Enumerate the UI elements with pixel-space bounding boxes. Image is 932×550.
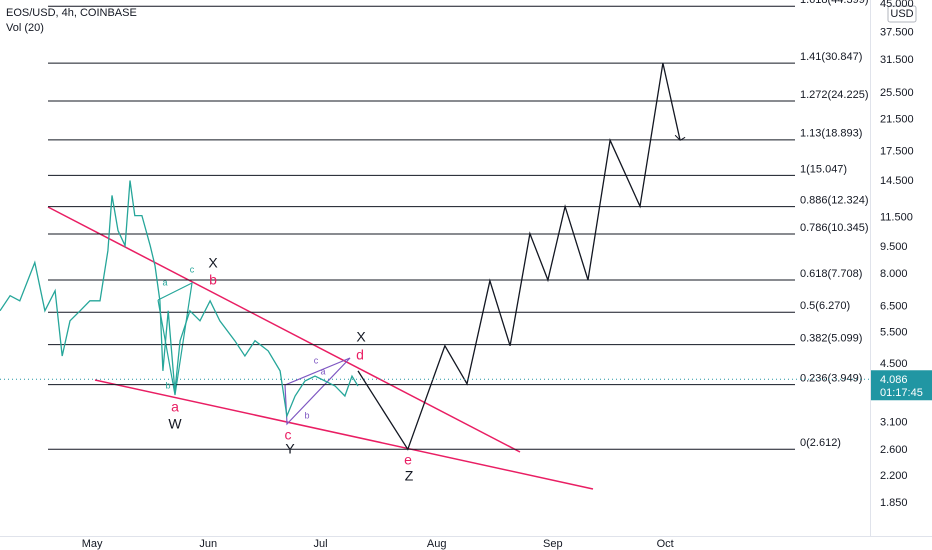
fib-label: 1.41(30.847) bbox=[800, 51, 862, 63]
y-tick-label: 37.500 bbox=[880, 27, 914, 39]
chart-subtitle: Vol (20) bbox=[6, 22, 44, 34]
wave-label: W bbox=[168, 416, 182, 432]
wave-triangle bbox=[284, 357, 351, 426]
price-line bbox=[357, 62, 681, 451]
fib-label: 1.272(24.225) bbox=[800, 89, 869, 101]
chart-title: EOS/USD, 4h, COINBASE bbox=[6, 7, 137, 19]
fib-label: 0.786(10.345) bbox=[800, 222, 869, 234]
x-tick-label: Aug bbox=[427, 538, 447, 550]
fib-label: 0.236(3.949) bbox=[800, 372, 862, 384]
x-tick-label: Oct bbox=[657, 538, 674, 550]
y-tick-label: 6.500 bbox=[880, 301, 908, 313]
x-tick-label: Jul bbox=[314, 538, 328, 550]
x-tick-label: Jun bbox=[199, 538, 217, 550]
wave-label: b bbox=[209, 272, 217, 288]
wave-triangle bbox=[157, 281, 193, 396]
y-tick-label: 21.500 bbox=[880, 114, 914, 126]
y-tick-label: 1.850 bbox=[880, 497, 908, 509]
fib-label: 0.618(7.708) bbox=[800, 268, 862, 280]
y-tick-label: 2.200 bbox=[880, 470, 908, 482]
y-tick-label: 2.600 bbox=[880, 444, 908, 456]
fib-label: 0.382(5.099) bbox=[800, 333, 862, 345]
fib-label: 1.13(18.893) bbox=[800, 128, 862, 140]
wave-label: c bbox=[285, 427, 292, 443]
wave-label: b bbox=[304, 410, 309, 420]
wave-label: a bbox=[162, 277, 167, 287]
last-price: 4.086 bbox=[880, 374, 908, 386]
y-tick-label: 11.500 bbox=[880, 211, 913, 223]
y-tick-label: 14.500 bbox=[880, 175, 914, 187]
fib-label: 1(15.047) bbox=[800, 163, 847, 175]
fib-label: 0.5(6.270) bbox=[800, 300, 850, 312]
y-tick-label: 25.500 bbox=[880, 87, 914, 99]
wave-label: X bbox=[356, 329, 366, 345]
wave-label: Z bbox=[405, 468, 414, 484]
y-tick-label: 9.500 bbox=[880, 241, 908, 253]
countdown: 01:17:45 bbox=[880, 387, 923, 399]
y-tick-label: 17.500 bbox=[880, 146, 914, 158]
arrow-head bbox=[674, 134, 686, 141]
wave-label: a bbox=[171, 399, 179, 415]
wave-label: Y bbox=[285, 441, 295, 457]
last-price-badge bbox=[871, 370, 932, 401]
currency-box[interactable] bbox=[887, 5, 917, 23]
wave-label: c bbox=[314, 355, 319, 365]
wave-label: c bbox=[190, 264, 195, 274]
y-tick-label: 3.100 bbox=[880, 416, 908, 428]
y-tick-label: 31.500 bbox=[880, 54, 914, 66]
currency: USD bbox=[890, 8, 913, 20]
wave-label: e bbox=[404, 452, 412, 468]
price-line bbox=[0, 180, 359, 419]
trend-line bbox=[94, 379, 594, 490]
wave-label: d bbox=[356, 347, 364, 363]
wave-label: a bbox=[320, 366, 325, 376]
y-tick-label: 8.000 bbox=[880, 268, 908, 280]
x-tick-label: Sep bbox=[543, 538, 563, 550]
fib-label: 0(2.612) bbox=[800, 437, 841, 449]
wave-label: b bbox=[165, 380, 170, 390]
fib-label: 1.618(44.399) bbox=[800, 0, 869, 6]
x-tick-label: May bbox=[82, 538, 103, 550]
trend-line bbox=[47, 206, 521, 453]
y-tick-label: 45.000 bbox=[880, 0, 914, 10]
y-tick-label: 5.500 bbox=[880, 327, 908, 339]
wave-label: X bbox=[208, 255, 218, 271]
y-tick-label: 4.500 bbox=[880, 358, 908, 370]
fib-label: 0.886(12.324) bbox=[800, 195, 869, 207]
